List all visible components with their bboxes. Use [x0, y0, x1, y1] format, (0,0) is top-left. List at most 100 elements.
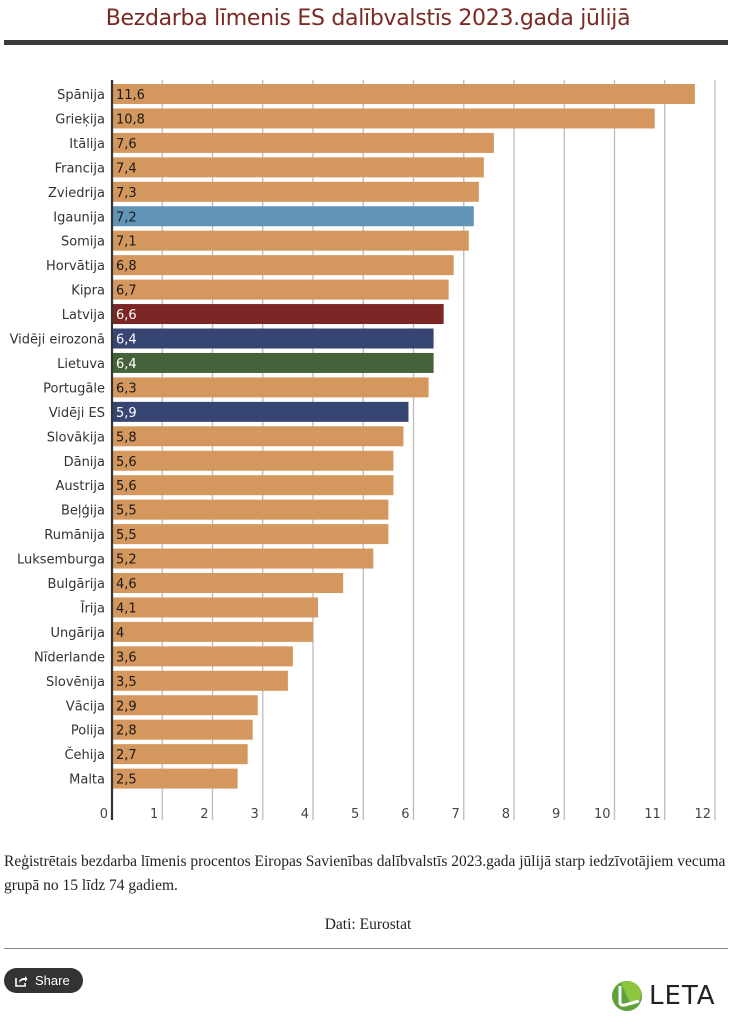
bar [113, 548, 374, 569]
value-label: 5,9 [116, 406, 137, 421]
category-label: Rumānija [44, 528, 105, 543]
category-label: Spānija [57, 88, 105, 103]
bar [113, 84, 695, 104]
value-label: 6,8 [116, 259, 137, 274]
value-label: 2,9 [116, 699, 137, 714]
value-label: 2,8 [116, 724, 137, 739]
bar [113, 597, 319, 618]
bar [113, 401, 409, 422]
bar [113, 377, 429, 398]
category-label: Latvija [62, 308, 105, 323]
category-label: Austrija [55, 479, 105, 494]
category-label: Vācija [66, 699, 105, 714]
bar [113, 328, 434, 349]
bar [113, 255, 454, 276]
category-label: Nīderlande [34, 650, 105, 665]
value-label: 6,4 [116, 357, 137, 372]
category-label: Igaunija [53, 210, 105, 225]
bar [113, 475, 394, 496]
share-icon [15, 974, 28, 987]
category-label: Luksemburga [17, 553, 105, 568]
value-label: 5,5 [116, 528, 137, 543]
category-label: Ungārija [50, 626, 105, 641]
value-label: 4,1 [116, 601, 137, 616]
bar [113, 670, 288, 691]
x-tick-label: 10 [594, 807, 611, 820]
x-tick-label: 7 [451, 807, 459, 820]
category-label: Somija [61, 235, 105, 250]
leta-logo-icon [612, 981, 642, 1011]
bar [113, 573, 344, 593]
category-label: Vidēji ES [49, 406, 105, 421]
value-label: 7,6 [116, 137, 137, 152]
category-label: Zviedrija [48, 186, 105, 201]
value-label: 6,3 [116, 381, 137, 396]
bar [113, 181, 479, 202]
bar [113, 132, 494, 153]
bar [113, 499, 389, 520]
x-tick-label: 9 [552, 807, 560, 820]
bar [113, 719, 253, 740]
x-tick-label: 11 [644, 807, 661, 820]
bar [113, 695, 258, 716]
x-tick-label: 4 [301, 807, 309, 820]
bar [113, 279, 449, 300]
category-label: Čehija [64, 747, 105, 763]
bar [113, 744, 248, 765]
category-label: Vidēji eirozonā [10, 333, 105, 348]
bar [113, 768, 238, 789]
value-label: 6,4 [116, 333, 137, 348]
value-label: 2,7 [116, 748, 137, 763]
value-label: 6,6 [116, 308, 137, 323]
bar [113, 524, 389, 545]
x-tick-label: 8 [502, 807, 510, 820]
value-label: 5,6 [116, 455, 137, 470]
category-label: Beļģija [61, 504, 105, 519]
value-label: 11,6 [116, 88, 145, 103]
value-label: 4 [116, 626, 124, 641]
category-label: Polija [71, 724, 105, 739]
footer-divider [4, 948, 728, 949]
bar [113, 621, 313, 642]
category-label: Bulgārija [47, 577, 105, 592]
category-label: Itālija [69, 137, 105, 152]
x-tick-label: 6 [401, 807, 409, 820]
bars: 11,6 10,8 7,6 7,4 7,3 7,2 7,1 6,8 6,7 6,6 6,4 6,4 6,… [113, 84, 695, 789]
value-label: 5,5 [116, 504, 137, 519]
leta-logo-text: LETA [649, 981, 716, 1011]
category-label: Horvātija [46, 259, 105, 274]
value-label: 7,1 [116, 235, 137, 250]
value-label: 2,5 [116, 773, 137, 788]
value-label: 7,2 [116, 210, 137, 225]
bar-chart: 11,6 10,8 7,6 7,4 7,3 7,2 7,1 6,8 6,7 6,6 6,4 6,4 6,… [10, 80, 716, 820]
category-label: Dānija [64, 455, 105, 470]
category-label: Īrija [81, 601, 105, 616]
value-label: 3,6 [116, 650, 137, 665]
bar [113, 450, 394, 471]
category-label: Malta [69, 773, 105, 788]
x-tick-label: 2 [200, 807, 208, 820]
x-tick-label: 5 [351, 807, 359, 820]
bar [113, 352, 434, 373]
value-label: 7,3 [116, 186, 137, 201]
chart-title: Bezdarba līmenis ES dalībvalstīs 2023.ga… [105, 6, 631, 31]
share-button[interactable]: Share [4, 968, 83, 993]
category-label: Slovēnija [46, 675, 105, 690]
bar [113, 206, 474, 227]
value-label: 4,6 [116, 577, 137, 592]
bar [113, 230, 469, 251]
chart-caption: Reģistrētais bezdarba līmenis procentos … [4, 853, 726, 894]
value-label: 5,6 [116, 479, 137, 494]
category-label: Lietuva [57, 357, 105, 372]
value-label: 6,7 [116, 284, 137, 299]
category-label: Kipra [71, 284, 105, 299]
bar [113, 157, 484, 178]
x-tick-label: 12 [694, 807, 711, 820]
category-labels: Spānija Grieķija Itālija Francija Zviedrija I… [10, 88, 105, 788]
bar [113, 426, 404, 447]
value-label: 7,4 [116, 161, 137, 176]
value-label: 5,8 [116, 430, 137, 445]
bar [113, 304, 444, 325]
category-label: Grieķija [55, 112, 105, 127]
title-divider [4, 40, 728, 45]
